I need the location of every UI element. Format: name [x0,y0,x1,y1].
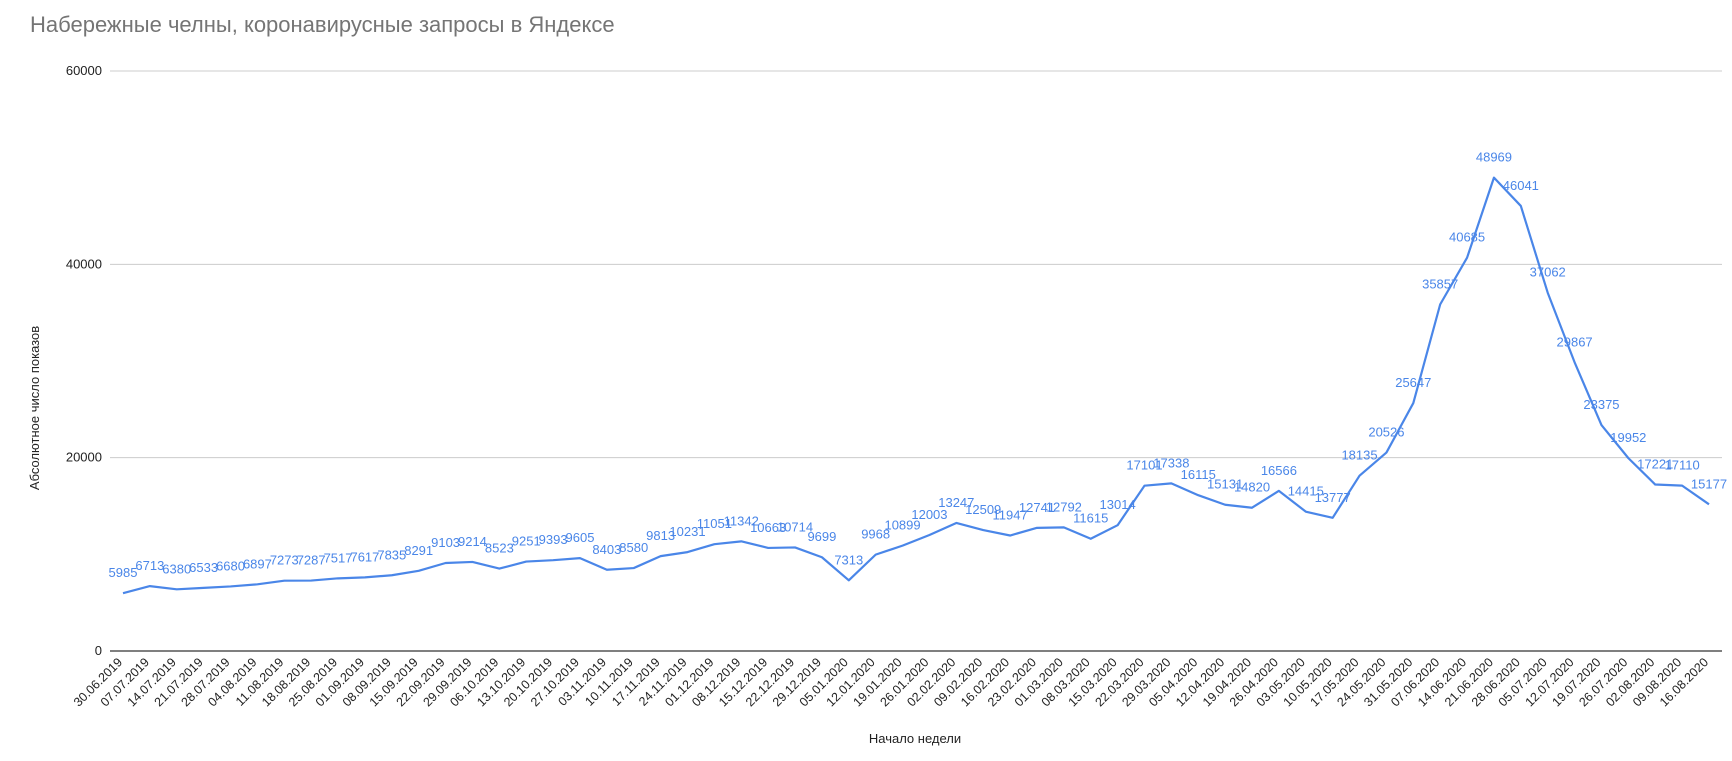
data-label: 10714 [777,519,813,534]
data-label: 11615 [1073,511,1108,526]
data-label: 13777 [1315,490,1351,505]
data-label: 14415 [1288,484,1324,499]
data-label: 9393 [539,532,568,547]
data-label: 10663 [750,520,786,535]
data-label: 7835 [377,547,406,562]
data-label: 6713 [135,558,164,573]
data-label: 5985 [109,565,138,580]
data-label: 20526 [1368,425,1404,440]
data-label: 9251 [512,534,541,549]
data-label: 40685 [1449,230,1485,245]
data-label: 10231 [669,524,705,539]
data-label: 8403 [592,542,621,557]
data-label: 6680 [216,558,245,573]
data-label: 9699 [807,529,836,544]
data-label: 15131 [1207,477,1243,492]
data-labels: 5985671363806533668068977273728775177617… [109,150,1728,581]
data-label: 46041 [1503,178,1539,193]
data-label: 11342 [724,513,759,528]
y-tick-label: 40000 [66,256,102,271]
data-label: 18135 [1341,448,1377,463]
series-line-group [122,176,1710,595]
data-label: 17221 [1637,457,1673,472]
data-label: 9813 [646,528,675,543]
data-label: 9968 [861,527,890,542]
data-label: 17101 [1126,458,1162,473]
data-label: 12792 [1046,499,1082,514]
data-label: 16566 [1261,463,1297,478]
data-label: 15177 [1691,476,1727,491]
data-label: 16115 [1181,467,1216,482]
y-axis-ticks: 0 20000 40000 60000 [66,63,102,658]
data-label: 11947 [992,508,1027,523]
gridlines [110,70,1722,652]
data-label: 29867 [1557,334,1593,349]
y-tick-label: 0 [95,643,102,658]
data-label: 6533 [189,560,218,575]
data-label: 17110 [1665,458,1700,473]
data-label: 7617 [350,549,379,564]
data-label: 12741 [1019,500,1055,515]
data-label: 8291 [404,543,433,558]
x-axis-ticks: 30.06.201907.07.201914.07.201921.07.2019… [71,655,1711,709]
data-label: 9214 [458,534,487,549]
data-label: 8580 [619,540,648,555]
x-axis-title: Начало недели [869,731,961,746]
series-line [122,176,1710,595]
data-label: 13014 [1100,497,1136,512]
data-label: 8523 [485,541,514,556]
data-label: 14820 [1234,480,1270,495]
data-label: 9605 [566,530,595,545]
y-tick-label: 60000 [66,63,102,78]
data-label: 7287 [297,553,326,568]
y-axis-title: Абсолютное число показов [27,326,42,490]
data-label: 25647 [1395,375,1431,390]
data-label: 12003 [911,507,947,522]
data-label: 7313 [834,552,863,567]
y-tick-label: 20000 [66,450,102,465]
data-label: 9103 [431,535,460,550]
chart-title: Набережные челны, коронавирусные запросы… [30,12,615,37]
data-label: 37062 [1530,265,1566,280]
data-label: 35857 [1422,276,1458,291]
data-label: 6380 [162,561,191,576]
data-label: 10899 [884,518,920,533]
data-label: 17338 [1153,455,1189,470]
data-label: 48969 [1476,150,1512,165]
data-label: 11051 [697,516,732,531]
data-label: 23375 [1583,397,1619,412]
data-label: 6897 [243,556,272,571]
data-label: 13247 [938,495,974,510]
data-label: 7517 [324,550,353,565]
data-label: 12509 [965,502,1001,517]
data-label: 7273 [270,553,299,568]
data-label: 19952 [1610,430,1646,445]
